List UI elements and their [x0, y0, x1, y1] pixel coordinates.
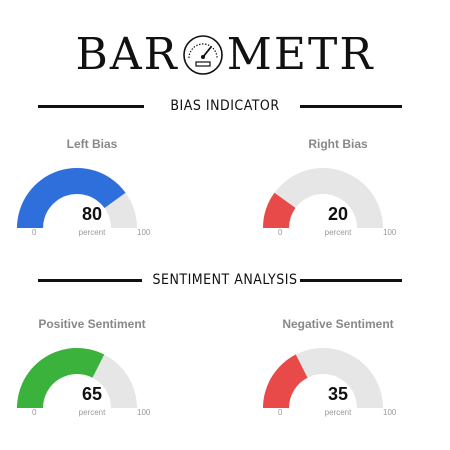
gauge-max: 100 — [137, 408, 151, 417]
gauge-positive-sentiment: Positive Sentiment 65 percent 0 100 — [17, 317, 167, 437]
section-header-sentiment: SENTIMENT ANALYSIS — [0, 270, 450, 290]
speedometer-icon — [182, 35, 223, 75]
gauge-unit: percent — [78, 228, 106, 237]
gauge-max: 100 — [137, 228, 151, 237]
gauge-dial — [17, 167, 137, 228]
gauge-fill — [263, 192, 296, 228]
gauge-max: 100 — [383, 228, 397, 237]
gauge-title: Right Bias — [308, 137, 368, 151]
gauge-dial — [263, 348, 383, 408]
gauge-left-bias: Left Bias 80 percent 0 100 — [17, 137, 167, 257]
gauge-dial — [263, 168, 383, 228]
gauge-unit: percent — [78, 408, 106, 417]
logo-text-right: METR — [226, 29, 375, 80]
logo-text-left: BAR — [75, 29, 179, 80]
gauge-dial — [17, 348, 137, 408]
divider-right — [300, 105, 402, 108]
divider-left — [38, 279, 142, 282]
gauge-min: 0 — [32, 228, 37, 237]
gauge-unit: percent — [324, 228, 352, 237]
gauge-fill — [17, 348, 105, 408]
gauge-unit: percent — [324, 408, 352, 417]
divider-left — [38, 105, 144, 108]
section-title-bias: BIAS INDICATOR — [170, 98, 280, 114]
divider-right — [300, 279, 402, 282]
gauge-title: Negative Sentiment — [282, 317, 394, 331]
barometr-logo: BAR METR — [0, 30, 450, 80]
gauge-value: 35 — [327, 384, 349, 404]
section-header-bias: BIAS INDICATOR — [0, 96, 450, 116]
gauge-fill — [17, 167, 126, 228]
gauge-track — [263, 168, 383, 228]
gauge-title: Left Bias — [66, 137, 118, 151]
gauge-value: 20 — [327, 204, 349, 224]
gauge-right-bias: Right Bias 20 percent 0 100 — [263, 137, 413, 257]
gauge-fill — [263, 354, 308, 408]
gauge-negative-sentiment: Negative Sentiment 35 percent 0 100 — [263, 317, 413, 437]
gauge-min: 0 — [278, 228, 283, 237]
gauge-value: 65 — [81, 384, 103, 404]
gauge-min: 0 — [32, 408, 37, 417]
gauge-title: Positive Sentiment — [38, 317, 146, 331]
section-title-sentiment: SENTIMENT ANALYSIS — [152, 272, 298, 288]
gauge-value: 80 — [81, 204, 103, 224]
gauge-max: 100 — [383, 408, 397, 417]
gauge-min: 0 — [278, 408, 283, 417]
